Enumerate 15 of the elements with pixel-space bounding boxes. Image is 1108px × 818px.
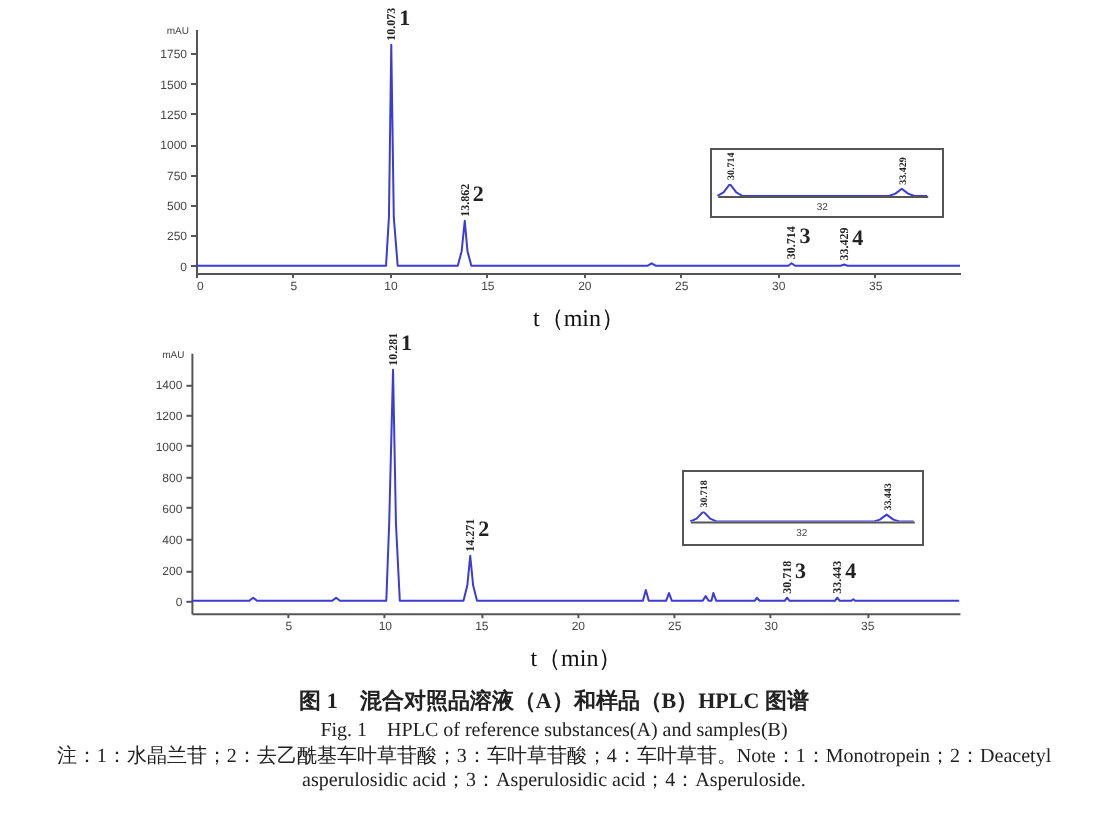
x-axis-title: t（min）: [532, 304, 626, 332]
annotation: 1: [401, 331, 413, 356]
text: Fig. 1 HPLC of reference substances(A) and samples(B): [318, 718, 790, 744]
text: 注：1：水晶兰苷；2：去乙酰基车叶草苷酸；3：车叶草苷酸；4：车叶草苷。Note：1：Monotropein；2：Deacetyl asperulosidic acid；3：Asperulosidic acid；4：Asperuloside.: [54, 746, 1054, 794]
annotation: 3: [799, 225, 812, 250]
line-series: [196, 43, 960, 267]
annotation: 2: [472, 182, 485, 207]
line-series: [191, 368, 960, 602]
annotation: 4: [852, 226, 865, 251]
text: 图 1 混合对照品溶液（A）和样品（B）HPLC 图谱: [297, 687, 811, 716]
x-axis-title: t（min）: [530, 644, 623, 673]
annotation: 2: [478, 517, 491, 542]
annotation: 1: [399, 6, 411, 31]
annotation: 4: [845, 559, 858, 584]
annotation: 3: [795, 559, 808, 584]
